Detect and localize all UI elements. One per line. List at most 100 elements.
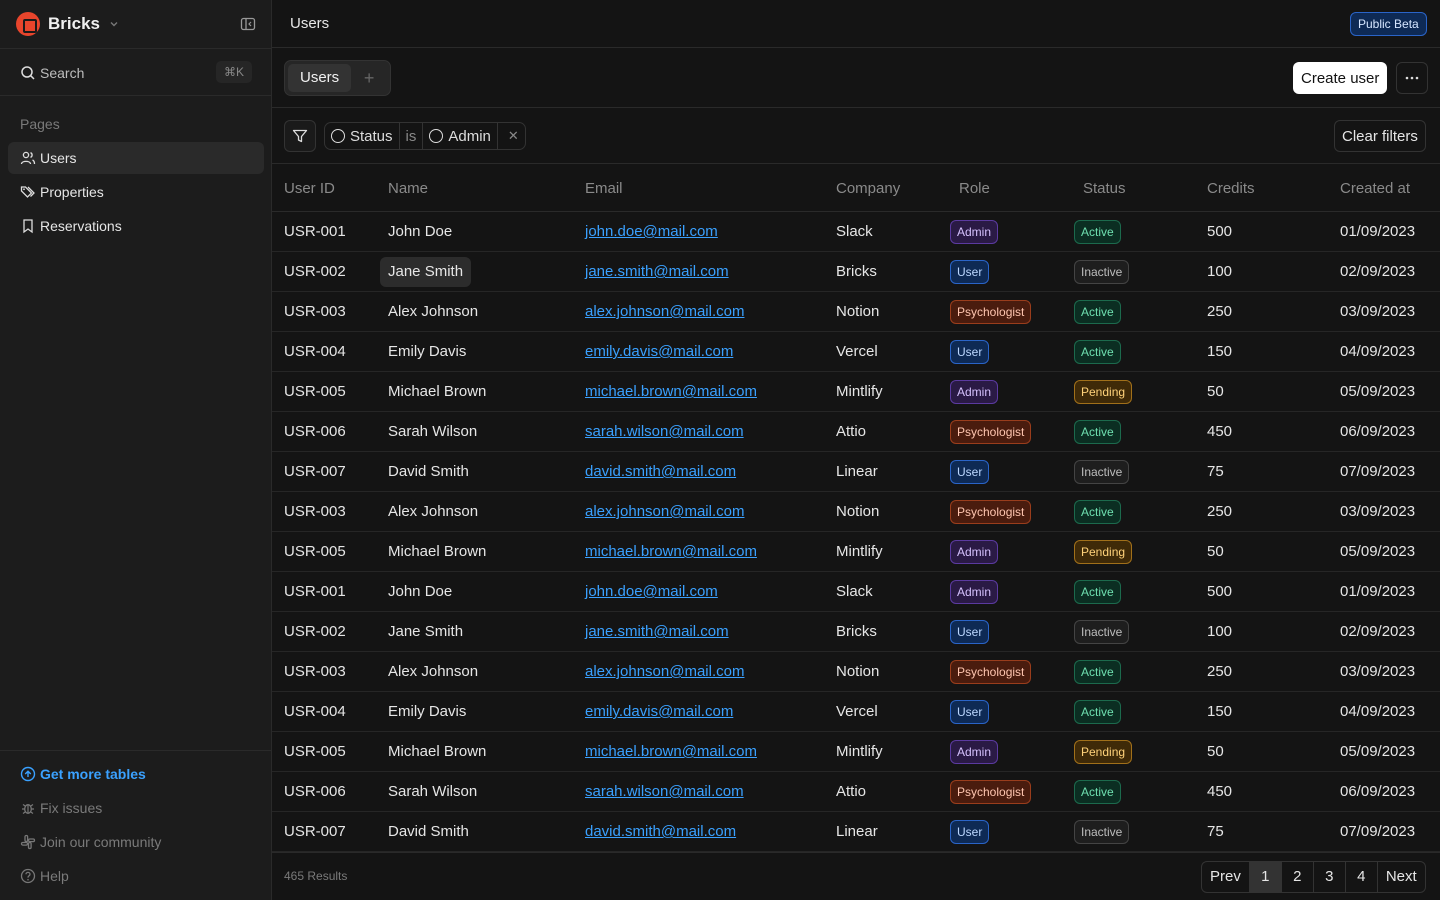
email-link[interactable]: jane.smith@mail.com <box>585 263 729 280</box>
column-header-role[interactable]: Role <box>959 180 990 197</box>
page-button-3[interactable]: 3 <box>1314 862 1346 892</box>
role-badge: Psychologist <box>950 420 1032 444</box>
table-row[interactable]: USR-006 Sarah Wilson sarah.wilson@mail.com… <box>272 772 1440 812</box>
tab-users[interactable]: Users <box>288 64 352 92</box>
role-badge: User <box>950 700 990 724</box>
workspace-switcher[interactable]: Bricks <box>16 12 120 36</box>
more-options-button[interactable] <box>1396 62 1428 94</box>
sidebar-toggle-icon[interactable] <box>240 16 256 32</box>
user-id-cell: USR-004 <box>284 343 346 360</box>
name-cell[interactable]: Alex Johnson <box>388 503 479 520</box>
help-link[interactable]: Help <box>20 866 69 886</box>
sidebar-item-properties[interactable]: Properties <box>8 176 264 208</box>
email-link[interactable]: alex.johnson@mail.com <box>585 663 745 680</box>
add-tab-button[interactable]: + <box>363 68 375 88</box>
table-row[interactable]: USR-005 Michael Brown michael.brown@mail.c… <box>272 372 1440 412</box>
company-cell: Vercel <box>836 343 878 360</box>
status-badge: Active <box>1074 300 1121 324</box>
get-more-tables-link[interactable]: Get more tables <box>20 764 146 784</box>
table-row[interactable]: USR-004 Emily Davis emily.davis@mail.com Ve… <box>272 332 1440 372</box>
search-input[interactable] <box>40 63 200 83</box>
table-row[interactable]: USR-005 Michael Brown michael.brown@mail.c… <box>272 532 1440 572</box>
email-link[interactable]: sarah.wilson@mail.com <box>585 783 744 800</box>
column-header-user-id[interactable]: User ID <box>284 180 335 197</box>
table-row[interactable]: USR-001 John Doe john.doe@mail.com Slack Adm… <box>272 572 1440 612</box>
user-id-cell: USR-002 <box>284 623 346 640</box>
next-page-button[interactable]: Next <box>1385 868 1417 885</box>
credits-cell: 100 <box>1207 263 1233 280</box>
column-header-status[interactable]: Status <box>1083 180 1126 197</box>
name-cell[interactable]: Michael Brown <box>388 743 487 760</box>
table-row[interactable]: USR-007 David Smith david.smith@mail.com Li… <box>272 452 1440 492</box>
name-cell[interactable]: Jane Smith <box>388 263 464 280</box>
email-cell: emily.davis@mail.com <box>585 703 733 720</box>
column-header-email[interactable]: Email <box>585 180 623 197</box>
email-link[interactable]: emily.davis@mail.com <box>585 343 734 360</box>
role-badge: User <box>950 460 990 484</box>
name-cell[interactable]: David Smith <box>388 823 469 840</box>
filter-button[interactable] <box>284 120 316 152</box>
email-link[interactable]: michael.brown@mail.com <box>585 543 757 560</box>
user-id-cell: USR-006 <box>284 783 346 800</box>
table-row[interactable]: USR-005 Michael Brown michael.brown@mail.c… <box>272 732 1440 772</box>
email-link[interactable]: alex.johnson@mail.com <box>585 303 745 320</box>
column-header-credits[interactable]: Credits <box>1207 180 1255 197</box>
table-row[interactable]: USR-002 Jane Smith jane.smith@mail.com Bric… <box>272 612 1440 652</box>
email-link[interactable]: sarah.wilson@mail.com <box>585 423 744 440</box>
email-link[interactable]: david.smith@mail.com <box>585 823 737 840</box>
name-cell[interactable]: Sarah Wilson <box>388 783 478 800</box>
table-row[interactable]: USR-007 David Smith david.smith@mail.com Li… <box>272 812 1440 852</box>
table-row[interactable]: USR-003 Alex Johnson alex.johnson@mail.com… <box>272 652 1440 692</box>
create-user-button[interactable]: Create user <box>1293 62 1388 94</box>
created-at-cell: 07/09/2023 <box>1340 463 1416 480</box>
email-link[interactable]: john.doe@mail.com <box>585 223 718 240</box>
name-cell[interactable]: Alex Johnson <box>388 303 479 320</box>
name-cell[interactable]: David Smith <box>388 463 469 480</box>
name-cell[interactable]: Michael Brown <box>388 543 487 560</box>
email-link[interactable]: david.smith@mail.com <box>585 463 737 480</box>
page-button-2[interactable]: 2 <box>1282 862 1314 892</box>
status-filter-chip[interactable]: Status is Admin ✕ <box>324 122 526 150</box>
name-cell[interactable]: Michael Brown <box>388 383 487 400</box>
table-row[interactable]: USR-004 Emily Davis emily.davis@mail.com Ve… <box>272 692 1440 732</box>
status-badge: Active <box>1074 580 1121 604</box>
table-row[interactable]: USR-001 John Doe john.doe@mail.com Slack Adm… <box>272 212 1440 252</box>
prev-page-button[interactable]: Prev <box>1202 862 1250 892</box>
email-link[interactable]: michael.brown@mail.com <box>585 743 757 760</box>
company-cell: Bricks <box>836 623 877 640</box>
clear-filters-button[interactable]: Clear filters <box>1334 120 1426 152</box>
table-row[interactable]: USR-003 Alex Johnson alex.johnson@mail.com… <box>272 292 1440 332</box>
sidebar-item-reservations[interactable]: Reservations <box>8 210 264 242</box>
email-link[interactable]: alex.johnson@mail.com <box>585 503 745 520</box>
table-row[interactable]: USR-006 Sarah Wilson sarah.wilson@mail.com… <box>272 412 1440 452</box>
role-badge: User <box>950 820 990 844</box>
user-id-cell: USR-006 <box>284 423 346 440</box>
table-row[interactable]: USR-003 Alex Johnson alex.johnson@mail.com… <box>272 492 1440 532</box>
sidebar-item-users[interactable]: Users <box>8 142 264 174</box>
email-link[interactable]: john.doe@mail.com <box>585 583 718 600</box>
email-link[interactable]: jane.smith@mail.com <box>585 623 729 640</box>
name-cell[interactable]: John Doe <box>388 223 453 240</box>
created-at-cell: 03/09/2023 <box>1340 303 1416 320</box>
credits-cell: 450 <box>1207 783 1233 800</box>
name-cell[interactable]: Sarah Wilson <box>388 423 478 440</box>
column-header-created-at[interactable]: Created at <box>1340 180 1411 197</box>
page-button-1[interactable]: 1 <box>1249 862 1282 892</box>
join-community-link[interactable]: Join our community <box>20 832 161 852</box>
name-cell[interactable]: Jane Smith <box>388 623 464 640</box>
created-at-cell: 01/09/2023 <box>1340 583 1416 600</box>
name-cell[interactable]: Emily Davis <box>388 703 467 720</box>
page-button-4[interactable]: 4 <box>1346 862 1378 892</box>
name-cell[interactable]: Alex Johnson <box>388 663 479 680</box>
column-header-company[interactable]: Company <box>836 180 901 197</box>
name-cell[interactable]: Emily Davis <box>388 343 467 360</box>
name-cell[interactable]: John Doe <box>388 583 453 600</box>
created-at-cell: 06/09/2023 <box>1340 783 1416 800</box>
email-link[interactable]: emily.davis@mail.com <box>585 703 734 720</box>
column-header-name[interactable]: Name <box>388 180 429 197</box>
email-link[interactable]: michael.brown@mail.com <box>585 383 757 400</box>
status-badge: Inactive <box>1074 460 1130 484</box>
fix-issues-link[interactable]: Fix issues <box>20 798 102 818</box>
table-row[interactable]: USR-002 Jane Smith jane.smith@mail.com Bric… <box>272 252 1440 292</box>
remove-filter-icon[interactable]: ✕ <box>507 128 519 143</box>
